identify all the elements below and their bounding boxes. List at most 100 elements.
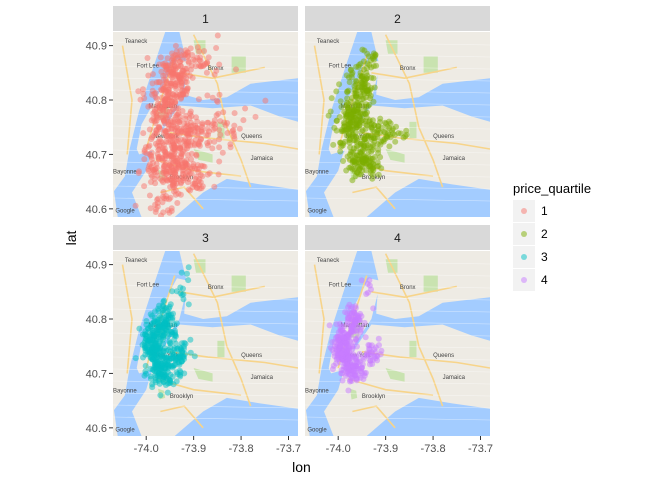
data-point (176, 119, 183, 126)
data-point (169, 288, 176, 295)
data-point (147, 336, 153, 343)
data-point (184, 162, 191, 169)
data-point (363, 291, 370, 297)
data-point (190, 56, 197, 63)
data-point (370, 135, 377, 142)
data-point (368, 74, 375, 81)
data-point (172, 66, 179, 73)
data-point (377, 154, 384, 161)
data-point (174, 55, 181, 61)
data-point (162, 152, 169, 159)
data-point (146, 192, 153, 199)
map-place-label: Fort Lee (329, 63, 352, 69)
data-point (165, 305, 172, 312)
data-point (187, 45, 194, 52)
data-point (345, 304, 351, 311)
data-point (184, 270, 190, 277)
data-point (368, 57, 374, 64)
data-point (132, 202, 139, 209)
data-point (347, 144, 354, 151)
data-point (147, 205, 154, 212)
data-point (183, 65, 190, 72)
flushing-meadows-park (217, 340, 225, 358)
data-point (395, 130, 402, 137)
pelham-bay-park (423, 275, 438, 292)
map-place-label: Teaneck (125, 39, 148, 45)
data-point (182, 115, 189, 122)
data-point (356, 372, 363, 379)
street-line (113, 296, 298, 301)
data-point (132, 355, 139, 362)
data-point (337, 148, 344, 155)
data-point (356, 122, 363, 129)
data-point (215, 171, 222, 178)
data-point (374, 357, 381, 364)
data-point (211, 117, 218, 124)
data-point (185, 176, 192, 183)
data-point (165, 312, 172, 319)
street-line (113, 404, 298, 409)
data-point (212, 121, 218, 128)
data-point (141, 156, 148, 163)
data-point (381, 128, 387, 135)
data-point (192, 63, 199, 70)
data-point (341, 127, 348, 134)
data-point (169, 57, 175, 64)
data-point (220, 109, 227, 116)
data-point (148, 354, 155, 361)
data-point (155, 79, 162, 86)
new-jersey-land (113, 32, 166, 193)
facet-strip (305, 225, 490, 250)
data-point (160, 340, 167, 347)
street-line (113, 308, 298, 313)
data-point (142, 368, 149, 375)
data-point (161, 325, 168, 332)
data-point (167, 152, 174, 159)
data-point (231, 135, 238, 142)
data-point (172, 70, 178, 77)
data-point (173, 105, 180, 112)
street-line (113, 197, 298, 202)
data-point (360, 58, 367, 65)
data-point (201, 48, 208, 54)
data-point (191, 353, 198, 360)
data-point (185, 138, 192, 145)
street-line (113, 272, 298, 277)
data-point (188, 156, 195, 163)
facet-strip-label: 3 (202, 231, 209, 245)
data-point (180, 177, 187, 184)
pelham-bay-park (231, 275, 246, 292)
data-point (172, 126, 178, 132)
street-line (305, 113, 490, 118)
data-point (216, 158, 223, 165)
data-point (353, 169, 360, 176)
data-point (337, 98, 344, 105)
data-point (180, 285, 186, 292)
street-line (113, 77, 298, 82)
data-point (148, 149, 155, 156)
data-point (329, 339, 336, 345)
data-point (362, 334, 369, 341)
map-place-label: Fort Lee (137, 63, 160, 69)
data-point (348, 324, 355, 331)
data-point (175, 164, 182, 171)
map-place-label: Brooklyn (170, 394, 193, 400)
road-line (313, 264, 325, 374)
street-line (305, 197, 490, 202)
data-point (370, 305, 377, 312)
data-point (141, 95, 148, 102)
data-point (349, 149, 356, 156)
data-point (172, 187, 179, 194)
data-point (148, 375, 154, 382)
data-point (193, 152, 200, 159)
data-point (204, 92, 211, 99)
data-point (187, 108, 194, 115)
data-point (340, 158, 347, 164)
map-place-label: Queens (433, 353, 454, 359)
x-tick-label: -73.8 (229, 443, 254, 455)
data-point (199, 128, 206, 135)
data-point (161, 163, 168, 170)
data-point (147, 102, 154, 109)
y-tick-label: 40.6 (86, 423, 107, 435)
